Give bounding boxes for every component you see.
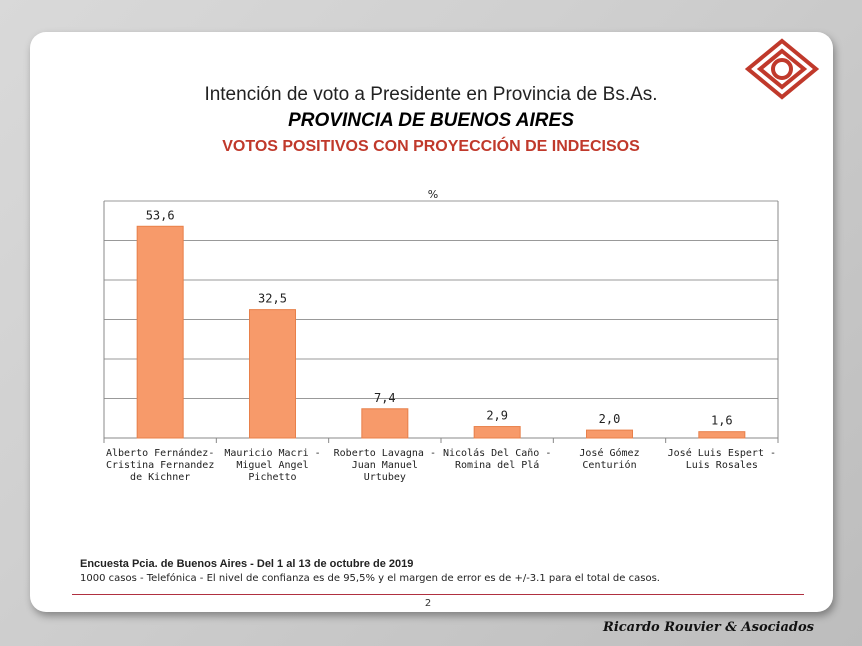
category-label-line: Nicolás Del Caño - xyxy=(443,447,551,459)
category-label-line: Roberto Lavagna - xyxy=(334,448,436,459)
category-label: José Luis Espert -Luis Rosales xyxy=(668,447,776,471)
category-label: Roberto Lavagna -Juan Manuel Urtubey xyxy=(334,448,436,483)
data-label: 32,5 xyxy=(258,292,287,306)
data-label: 2,0 xyxy=(599,412,621,426)
survey-note: 1000 casos - Telefónica - El nivel de co… xyxy=(80,573,660,584)
bar xyxy=(473,426,521,439)
category-label-line: Romina del Plá xyxy=(455,459,539,471)
bar xyxy=(361,408,409,439)
category-label-line: José Gómez xyxy=(579,447,639,459)
chart-subtitle: PROVINCIA DE BUENOS AIRES xyxy=(288,110,574,131)
company-credit: Ricardo Rouvier & Asociados xyxy=(603,620,814,635)
category-label-line: Cristina Fernandez xyxy=(106,460,214,471)
category-label-line: de Kichner xyxy=(130,472,190,483)
category-label-line: Urtubey xyxy=(364,472,406,483)
bar xyxy=(698,431,746,439)
category-label-line: Juan Manuel xyxy=(352,460,418,471)
data-label: 2,9 xyxy=(486,409,508,423)
data-label: 1,6 xyxy=(711,414,733,428)
category-label: Mauricio Macri -Miguel Angel Pichetto xyxy=(224,448,320,483)
data-label: 7,4 xyxy=(374,391,396,405)
bar xyxy=(249,309,296,439)
category-label-line: Alberto Fernández- xyxy=(106,447,214,459)
bar xyxy=(136,225,184,439)
category-label-line: Pichetto xyxy=(248,472,296,483)
diamond-logo-icon xyxy=(745,38,819,100)
unit-label: % xyxy=(428,188,438,201)
category-labels: Alberto Fernández-Cristina Fernandez de K… xyxy=(106,447,776,483)
footer-divider xyxy=(72,594,804,595)
chart-title: Intención de voto a Presidente en Provin… xyxy=(204,84,658,105)
chart-subtitle-2: VOTOS POSITIVOS CON PROYECCIÓN DE INDECI… xyxy=(222,138,640,155)
category-label: José Gómez Centurión xyxy=(579,447,639,471)
category-label-line: Miguel Angel xyxy=(236,460,308,471)
data-label: 53,6 xyxy=(146,208,175,222)
category-label-line: Mauricio Macri - xyxy=(224,448,320,459)
category-label: Nicolás Del Caño -Romina del Plá xyxy=(443,447,551,471)
category-label: Alberto Fernández-Cristina Fernandez de K… xyxy=(106,447,214,483)
grid-lines xyxy=(103,200,779,443)
value-labels: 53,6 32,5 7,4 2,9 2,0 1,6 xyxy=(146,208,733,427)
page-number: 2 xyxy=(424,598,432,609)
bar xyxy=(586,429,633,439)
category-label-line: José Luis Espert - xyxy=(668,447,776,459)
category-label-line: Luis Rosales xyxy=(686,460,758,471)
bars xyxy=(136,225,746,439)
category-label-line: Centurión xyxy=(582,459,636,471)
survey-info: Encuesta Pcia. de Buenos Aires - Del 1 a… xyxy=(80,558,414,570)
